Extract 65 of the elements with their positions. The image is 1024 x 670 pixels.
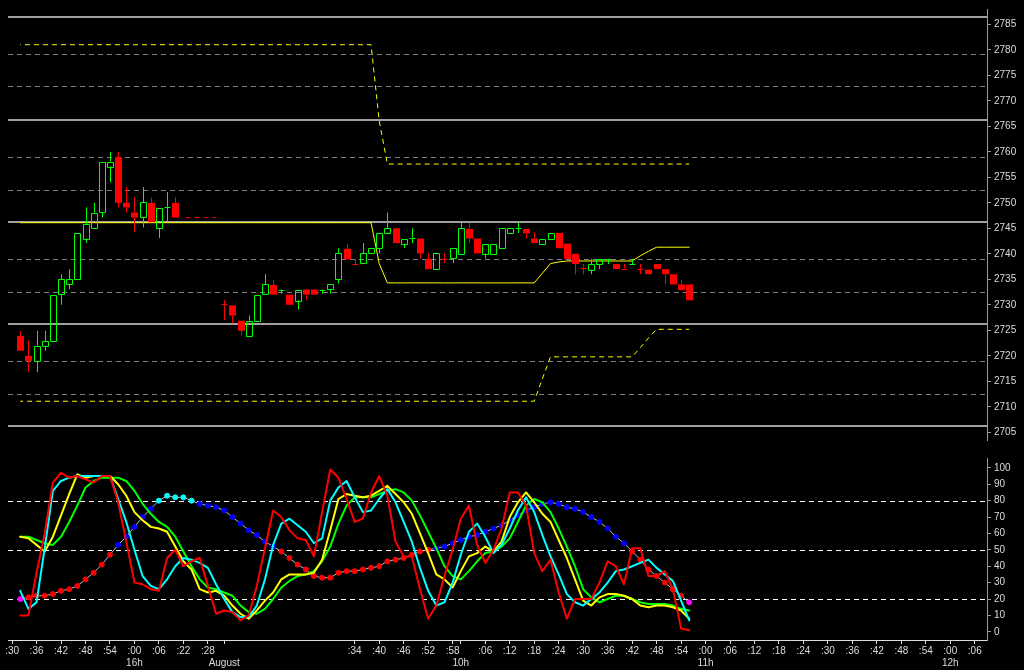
y-tick-label: 100 [994, 461, 1012, 473]
x-tick-label: :48 [649, 644, 664, 656]
y-tick-label: 2785 [994, 18, 1017, 30]
y-tick-label: 2715 [994, 375, 1017, 387]
y-tick-label: 0 [994, 625, 1000, 637]
y-tick-label: 2770 [994, 94, 1017, 106]
y-tick-label: 80 [994, 494, 1006, 506]
x-tick-label: :30 [820, 644, 836, 656]
x-tick-label: :42 [625, 644, 640, 656]
x-tick-label: :54 [918, 644, 934, 656]
y-tick-label: 70 [994, 510, 1006, 522]
y-tick-label: 2760 [994, 145, 1017, 157]
y-tick-label: 2710 [994, 400, 1017, 412]
x-tick-label: :36 [845, 644, 860, 656]
y-tick-label: 50 [994, 543, 1006, 555]
x-tick-label: :06 [151, 644, 167, 656]
x-tick-label: :48 [894, 644, 909, 656]
x-tick-label: :36 [29, 644, 44, 656]
x-tick-label: :52 [421, 644, 436, 656]
x-tick-label: :40 [372, 644, 387, 656]
x-tick-label: :34 [347, 644, 363, 656]
y-tick-label: 60 [994, 527, 1006, 539]
x-tick-label: :30 [576, 644, 591, 656]
y-tick-label: 10 [994, 609, 1006, 621]
y-tick-label: 2725 [994, 324, 1017, 336]
y-tick-label: 2720 [994, 349, 1017, 361]
x-tick-label: :18 [772, 644, 787, 656]
x-tick-label: :24 [796, 644, 811, 656]
x-tick-label: :06 [478, 644, 493, 656]
x-tick-label: :54 [103, 644, 118, 656]
x-tick-label: :42 [869, 644, 885, 656]
y-tick-label: 40 [994, 559, 1006, 571]
y-tick-label: 30 [994, 576, 1006, 588]
x-tick-label: :12 [747, 644, 762, 656]
x-tick-label: :12 [502, 644, 518, 656]
x-tick-label: :18 [527, 644, 542, 656]
y-tick-label: 2775 [994, 69, 1017, 81]
x-tick-label: :00 11h [697, 644, 714, 668]
x-tick-label: :48 [78, 644, 93, 656]
y-tick-label: 2705 [994, 426, 1017, 438]
x-tick-label: :06 [723, 644, 738, 656]
x-tick-label: :58 [445, 644, 461, 656]
x-tick-label: :24 [551, 644, 567, 656]
y-tick-label: 2765 [994, 120, 1017, 132]
x-tick-label: 10h [452, 656, 470, 668]
x-tick-label: :30 [5, 644, 20, 656]
x-tick-label: :00 12h [941, 644, 959, 668]
y-tick-label: 2745 [994, 222, 1017, 234]
y-tick-label: 2740 [994, 247, 1017, 259]
x-tick-label: :46 [396, 644, 412, 656]
x-tick-label: :06 [967, 644, 983, 656]
y-tick-label: 90 [994, 477, 1006, 489]
y-tick-label: 2750 [994, 196, 1017, 208]
x-tick-label: :00 16h [126, 644, 143, 668]
y-tick-label: 2780 [994, 43, 1017, 55]
y-tick-label: 2730 [994, 298, 1017, 310]
x-tick-label: :36 [600, 644, 616, 656]
x-tick-label: :28 [200, 644, 216, 656]
y-tick-label: 2735 [994, 273, 1017, 285]
x-tick-label: :42 [54, 644, 69, 656]
x-tick-label: August [208, 656, 240, 668]
y-tick-label: 20 [994, 592, 1006, 604]
x-tick-label: :54 [674, 644, 689, 656]
y-tick-label: 2755 [994, 171, 1017, 183]
x-tick-label: :22 [176, 644, 191, 656]
